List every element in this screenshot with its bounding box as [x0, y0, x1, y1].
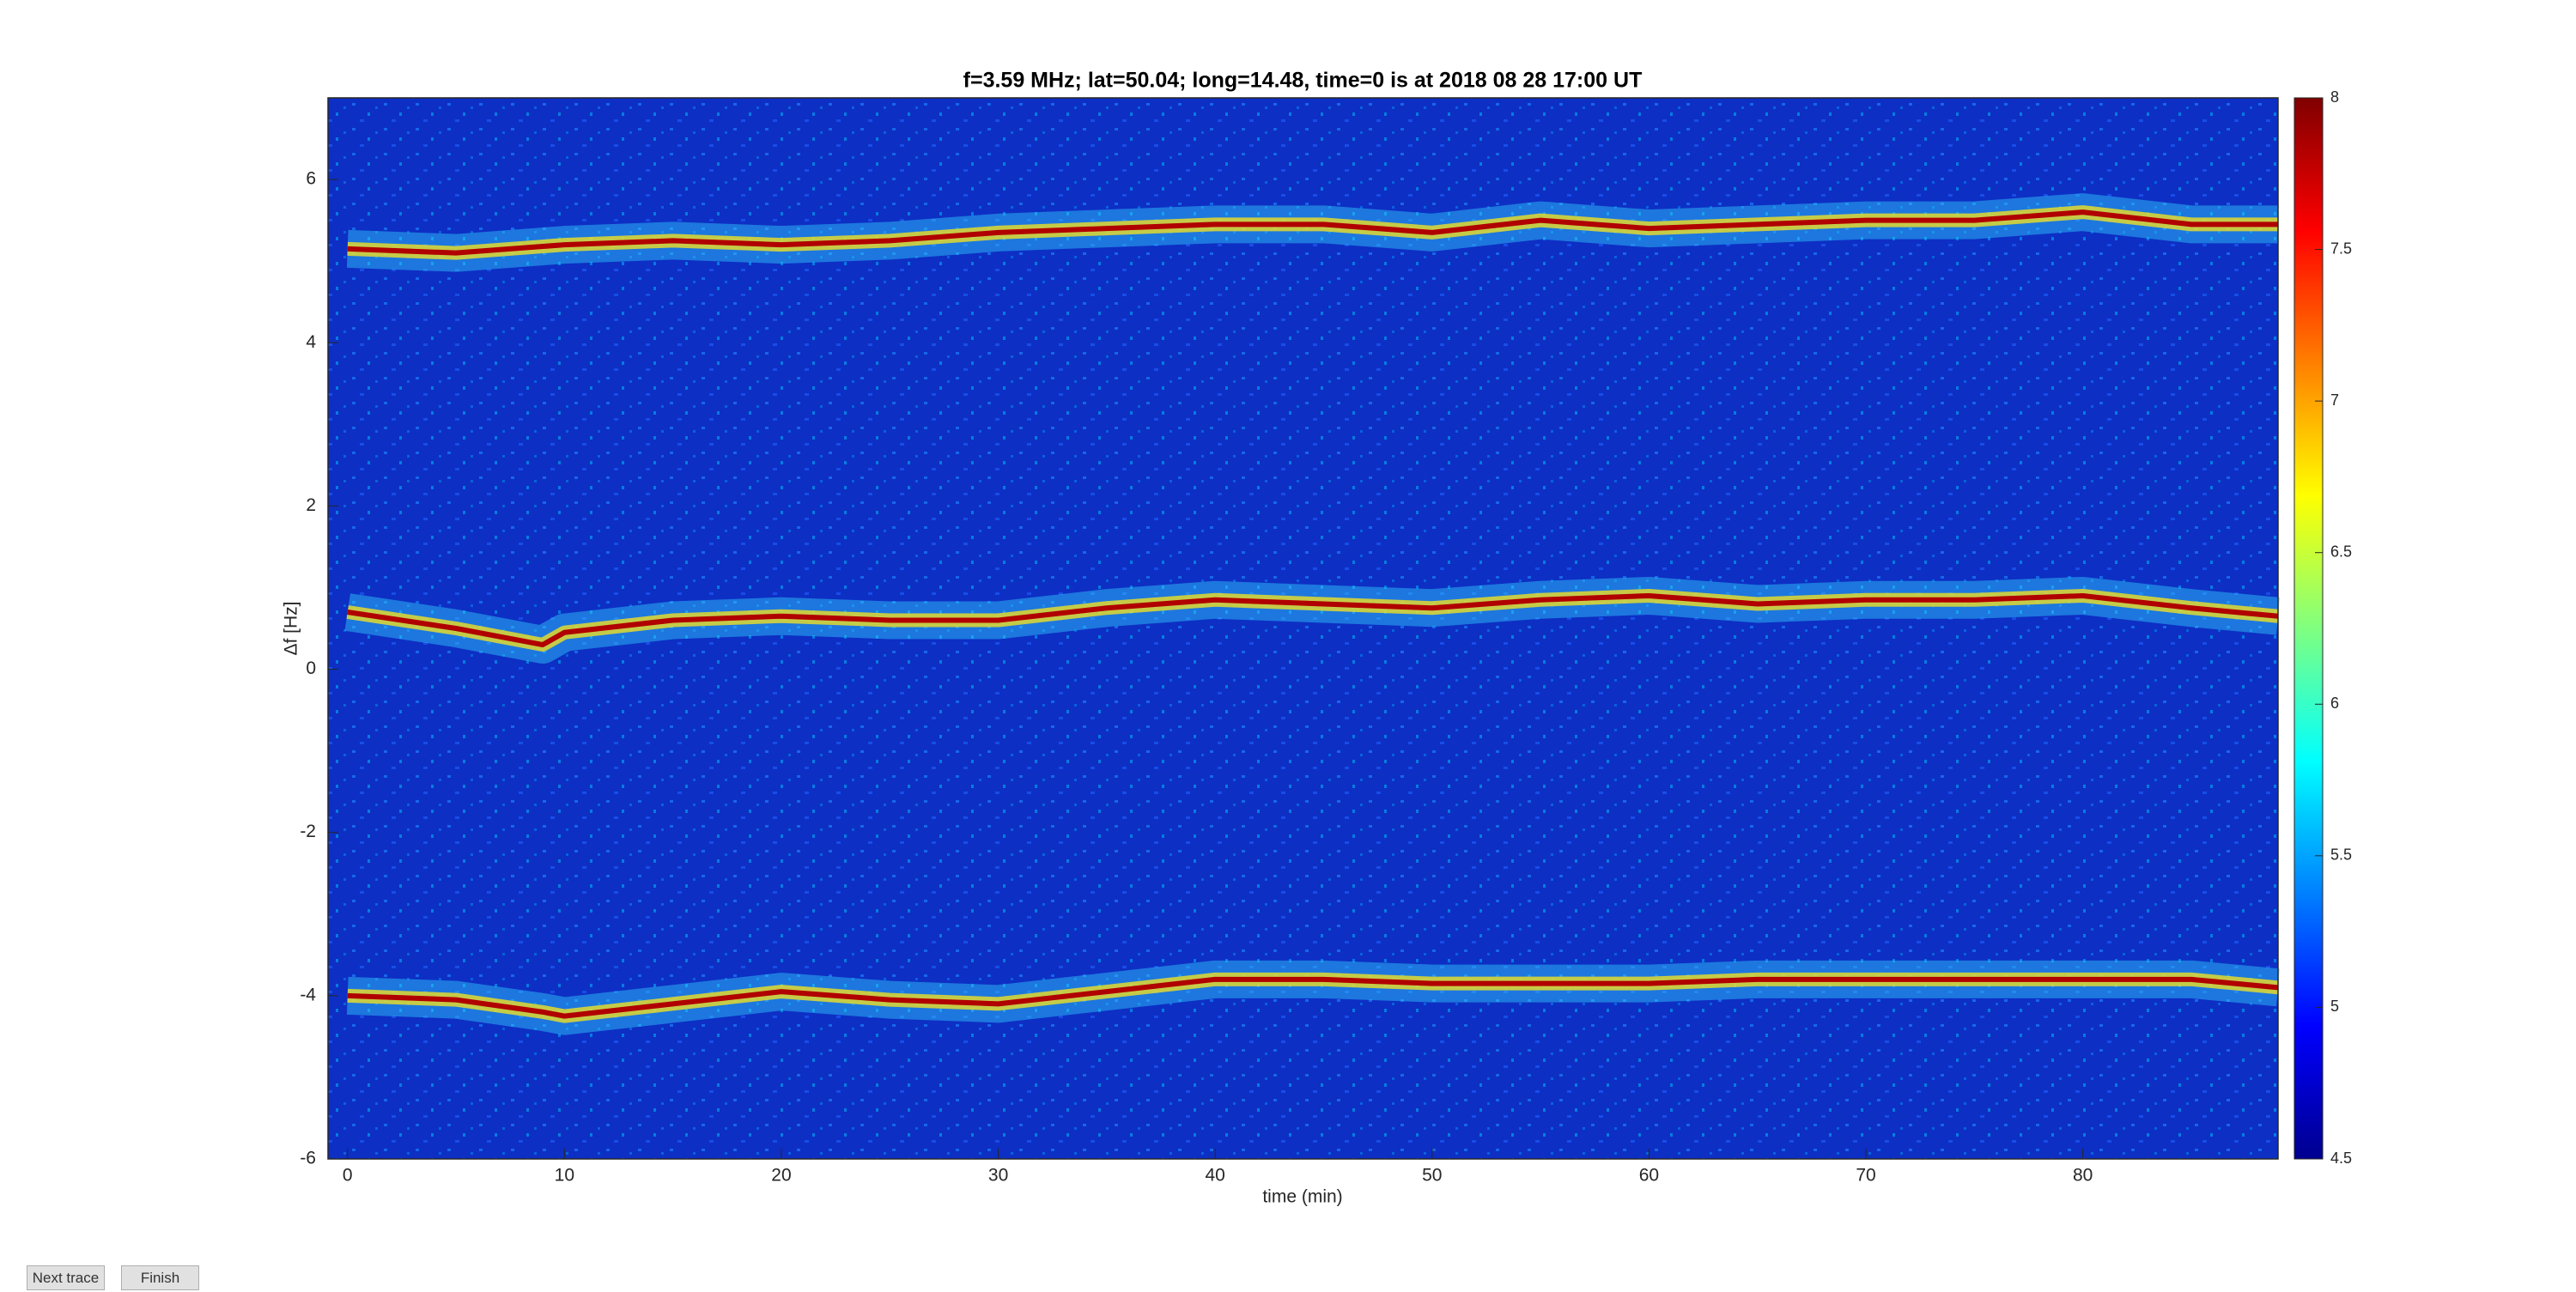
trace-line: [347, 209, 2278, 256]
x-tick-label: 0: [343, 1166, 353, 1186]
y-axis-label: Δf [Hz]: [282, 601, 301, 655]
x-tick-label: 60: [1639, 1166, 1659, 1186]
y-tick-label: 4: [306, 332, 316, 352]
x-tick-label: 40: [1206, 1166, 1225, 1186]
colorbar-tick-label: 4.5: [2330, 1149, 2352, 1167]
colorbar-tick-label: 6: [2330, 695, 2339, 712]
x-tick-label: 70: [1856, 1166, 1875, 1186]
chart-title: f=3.59 MHz; lat=50.04; long=14.48, time=…: [963, 69, 1643, 93]
colorbar: [2293, 97, 2324, 1160]
finish-button[interactable]: Finish: [121, 1265, 199, 1290]
y-tick-label: -6: [300, 1149, 316, 1168]
x-tick-label: 30: [988, 1166, 1008, 1186]
y-tick-label: -2: [300, 822, 316, 841]
x-axis-label: time (min): [1262, 1187, 1342, 1207]
colorbar-tick-label: 7.5: [2330, 240, 2352, 257]
next-trace-button[interactable]: Next trace: [27, 1265, 105, 1290]
x-tick-label: 80: [2073, 1166, 2093, 1186]
x-tick-label: 50: [1422, 1166, 1442, 1186]
colorbar-tick-label: 8: [2330, 88, 2339, 106]
colorbar-tick-label: 5: [2330, 998, 2339, 1015]
colorbar-tick-label: 6.5: [2330, 543, 2352, 560]
colorbar-tick-label: 7: [2330, 391, 2339, 409]
y-tick-label: 6: [306, 169, 316, 189]
y-tick-label: 0: [306, 658, 316, 678]
x-tick-label: 10: [555, 1166, 574, 1186]
trace-line: [347, 976, 2279, 1019]
y-tick-label: 2: [306, 495, 316, 515]
x-tick-label: 20: [771, 1166, 791, 1186]
plot-frame: [327, 97, 2279, 1160]
y-tick-label: -4: [300, 985, 316, 1004]
colorbar-tick-label: 5.5: [2330, 846, 2352, 864]
trace-line: [347, 592, 2279, 648]
